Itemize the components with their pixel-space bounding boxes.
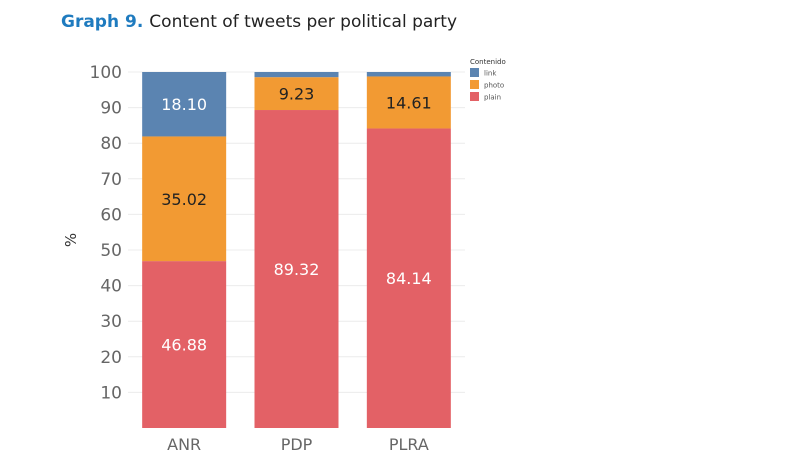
y-axis-label: % — [62, 233, 80, 247]
bar-segment-plain — [254, 110, 339, 428]
data-label: 84.14 — [386, 269, 432, 288]
data-label: 18.10 — [161, 95, 207, 114]
y-tick-label: 20 — [100, 348, 122, 368]
y-tick-label: 50 — [100, 241, 122, 261]
chart-title-text: Content of tweets per political party — [149, 12, 457, 32]
legend-label-link: link — [484, 70, 497, 78]
bar-segment-link — [142, 72, 227, 137]
y-tick-label: 80 — [100, 134, 122, 154]
data-label: 35.02 — [161, 190, 207, 209]
bar-segment-plain — [142, 261, 227, 428]
bar-segment-link — [254, 72, 339, 78]
data-label: 89.32 — [274, 260, 320, 279]
data-label: 14.61 — [386, 93, 432, 112]
x-tick-label: PDP — [281, 435, 313, 454]
data-label: 9.23 — [279, 85, 315, 104]
y-tick-label: 90 — [100, 99, 122, 119]
y-tick-label: 10 — [100, 383, 122, 403]
bar-segment-photo — [254, 77, 339, 111]
y-tick-label: 60 — [100, 205, 122, 225]
y-tick-label: 70 — [100, 170, 122, 190]
x-tick-label: PLRA — [389, 435, 429, 454]
bar-segment-link — [366, 72, 451, 77]
data-label: 46.88 — [161, 336, 207, 355]
y-tick-label: 40 — [100, 277, 122, 297]
legend-label-photo: photo — [484, 82, 504, 90]
bar-segment-photo — [142, 136, 227, 262]
legend-swatch-plain — [470, 92, 479, 101]
legend-title: Contenido — [470, 58, 506, 66]
y-tick-label: 100 — [90, 63, 122, 83]
chart-title-prefix: Graph 9. — [61, 12, 144, 32]
legend-swatch-link — [470, 68, 479, 77]
bar-segment-photo — [366, 76, 451, 129]
y-tick-label: 30 — [100, 312, 122, 332]
x-tick-label: ANR — [167, 435, 201, 454]
legend-swatch-photo — [470, 80, 479, 89]
legend-label-plain: plain — [484, 94, 501, 102]
chart-title: Graph 9. Content of tweets per political … — [61, 12, 457, 32]
bar-segment-plain — [366, 128, 451, 428]
